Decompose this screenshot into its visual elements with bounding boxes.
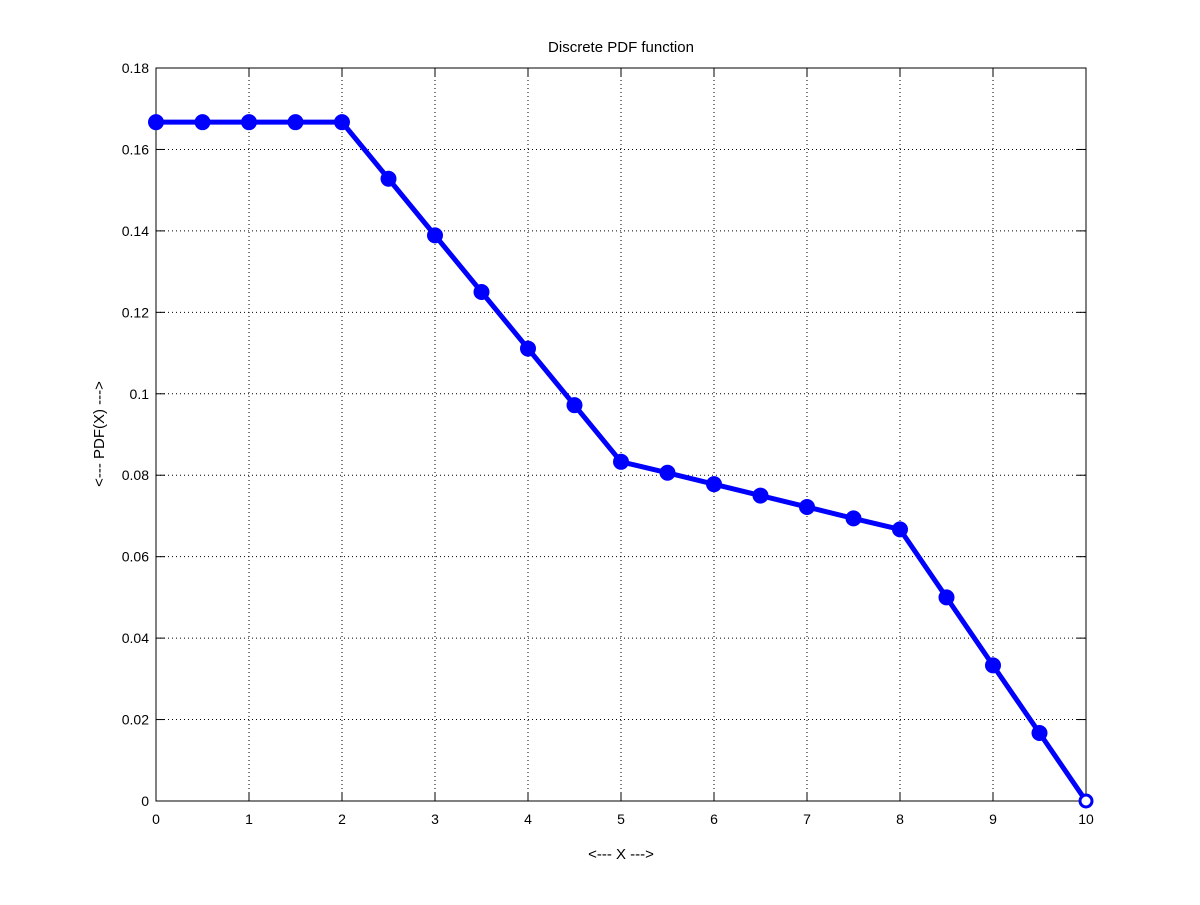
x-tick-label: 9	[989, 811, 997, 827]
data-point	[148, 114, 164, 131]
y-tick-label: 0.06	[122, 549, 149, 565]
data-point	[659, 464, 676, 481]
y-tick-label: 0.04	[122, 630, 149, 646]
y-tick-label: 0.02	[122, 712, 149, 728]
data-point	[892, 521, 908, 538]
x-tick-label: 0	[152, 811, 160, 827]
data-point	[380, 170, 397, 187]
data-point	[287, 114, 304, 131]
data-point	[706, 476, 722, 493]
data-point	[520, 340, 536, 357]
y-tick-label: 0.14	[122, 223, 149, 239]
x-tick-label: 5	[617, 811, 625, 827]
data-point	[752, 487, 769, 504]
data-point	[985, 657, 1001, 674]
y-tick-label: 0	[141, 793, 149, 809]
data-point	[427, 227, 443, 244]
ticks: 0 1 2 3 4 5 6 7 8 9 10 0 0.02 0.04 0.06 0.08 0.1 0.12 0.14…	[122, 60, 1094, 827]
x-tick-label: 2	[338, 811, 346, 827]
data-point	[194, 114, 211, 131]
x-tick-label: 10	[1078, 811, 1094, 827]
y-tick-label: 0.16	[122, 141, 149, 157]
y-tick-label: 0.12	[122, 304, 149, 320]
grid	[156, 68, 1086, 801]
data-point	[1031, 724, 1048, 741]
x-tick-label: 7	[803, 811, 811, 827]
data-point	[1078, 793, 1094, 809]
data-point	[613, 453, 629, 470]
x-tick-label: 4	[524, 811, 532, 827]
series	[148, 114, 1094, 809]
y-axis-title: <--- PDF(X) --->	[91, 381, 108, 487]
x-tick-label: 8	[896, 811, 904, 827]
y-tick-label: 0.1	[130, 386, 150, 402]
x-tick-label: 6	[710, 811, 718, 827]
chart-title: Discrete PDF function	[548, 39, 694, 56]
data-point	[473, 283, 490, 300]
data-point	[845, 510, 862, 527]
x-tick-label: 3	[431, 811, 439, 827]
plot-area	[156, 68, 1086, 801]
data-point	[938, 589, 955, 606]
y-tick-label: 0.18	[122, 60, 149, 76]
x-axis-title: <--- X --->	[588, 846, 654, 863]
y-tick-label: 0.08	[122, 467, 149, 483]
data-point	[334, 114, 350, 131]
x-tick-label: 1	[245, 811, 253, 827]
data-point	[241, 114, 257, 131]
data-point	[799, 498, 815, 515]
data-point	[566, 397, 583, 414]
